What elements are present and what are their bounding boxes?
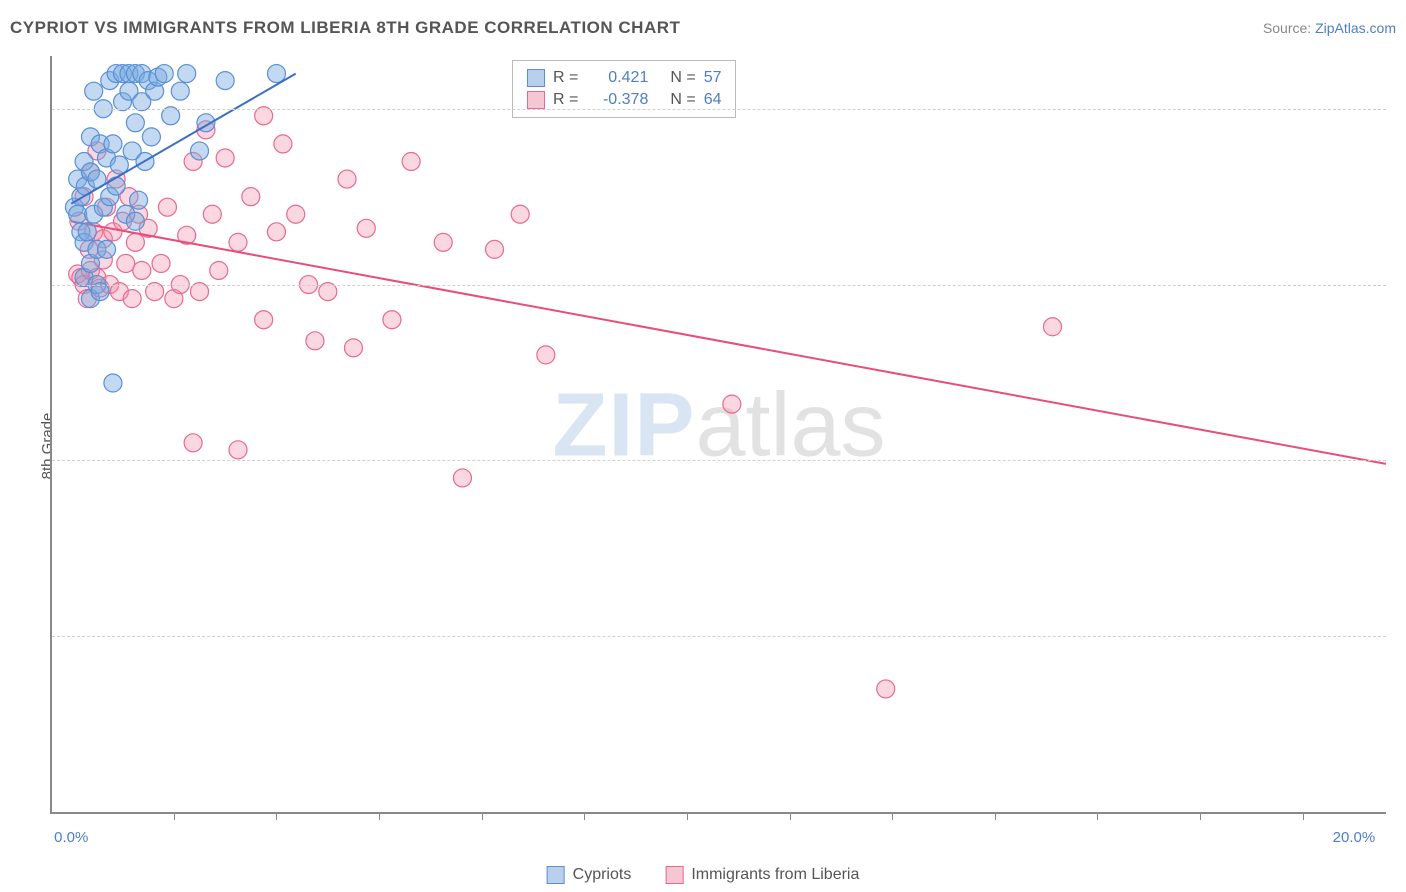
scatter-point [123, 290, 141, 308]
scatter-point [511, 205, 529, 223]
gridline-h [52, 636, 1386, 637]
scatter-point [338, 170, 356, 188]
series-legend-item: Cypriots [547, 866, 632, 884]
gridline-h [52, 109, 1386, 110]
x-tick [1097, 812, 1098, 820]
y-tick-label: 100.0% [1396, 100, 1406, 117]
scatter-point [267, 65, 285, 83]
scatter-point [402, 152, 420, 170]
scatter-point [486, 240, 504, 258]
scatter-point [98, 240, 116, 258]
scatter-point [126, 212, 144, 230]
series-legend-item: Immigrants from Liberia [665, 866, 859, 884]
y-tick-label: 95.0% [1396, 276, 1406, 293]
series-legend: Cypriots Immigrants from Liberia [547, 866, 860, 884]
scatter-point [255, 311, 273, 329]
x-tick-label: 0.0% [54, 829, 88, 846]
scatter-point [69, 205, 87, 223]
x-tick [1200, 812, 1201, 820]
y-tick-label: 90.0% [1396, 452, 1406, 469]
scatter-point [184, 434, 202, 452]
scatter-point [1044, 318, 1062, 336]
scatter-point [126, 233, 144, 251]
gridline-h [52, 285, 1386, 286]
scatter-point [203, 205, 221, 223]
x-tick [892, 812, 893, 820]
r-label: R = [553, 69, 578, 87]
scatter-point [537, 346, 555, 364]
scatter-point [130, 191, 148, 209]
legend-swatch [527, 91, 545, 109]
series-legend-label: Cypriots [573, 866, 632, 884]
r-value: 0.421 [586, 69, 648, 87]
gridline-h [52, 460, 1386, 461]
scatter-point [117, 254, 135, 272]
scatter-point [126, 114, 144, 132]
n-value: 64 [704, 91, 722, 109]
y-tick-label: 85.0% [1396, 628, 1406, 645]
legend-swatch [665, 866, 683, 884]
source-prefix: Source: [1263, 20, 1315, 36]
scatter-point [287, 205, 305, 223]
x-tick [1303, 812, 1304, 820]
legend-swatch [547, 866, 565, 884]
scatter-point [242, 188, 260, 206]
legend-row: R = -0.378 N = 64 [527, 89, 721, 111]
scatter-point [306, 332, 324, 350]
x-tick [379, 812, 380, 820]
scatter-point [158, 198, 176, 216]
scatter-point [104, 135, 122, 153]
x-tick [995, 812, 996, 820]
chart-source: Source: ZipAtlas.com [1263, 20, 1396, 36]
scatter-point [229, 233, 247, 251]
scatter-point [723, 395, 741, 413]
chart-title: CYPRIOT VS IMMIGRANTS FROM LIBERIA 8TH G… [10, 18, 680, 38]
scatter-point [152, 254, 170, 272]
x-tick-label: 20.0% [1333, 829, 1376, 846]
scatter-point [216, 72, 234, 90]
scatter-point [78, 223, 96, 241]
scatter-point [267, 223, 285, 241]
scatter-point [171, 82, 189, 100]
scatter-point [229, 441, 247, 459]
scatter-point [142, 128, 160, 146]
n-label: N = [670, 69, 695, 87]
scatter-plot [52, 56, 1386, 812]
x-tick [482, 812, 483, 820]
legend-swatch [527, 69, 545, 87]
trend-line [71, 221, 1386, 464]
r-label: R = [553, 91, 578, 109]
scatter-point [210, 261, 228, 279]
scatter-point [274, 135, 292, 153]
scatter-point [191, 142, 209, 160]
chart-header: CYPRIOT VS IMMIGRANTS FROM LIBERIA 8TH G… [10, 18, 1396, 38]
x-tick [174, 812, 175, 820]
scatter-point [383, 311, 401, 329]
x-tick [687, 812, 688, 820]
source-link[interactable]: ZipAtlas.com [1315, 20, 1396, 36]
x-tick [790, 812, 791, 820]
scatter-point [453, 469, 471, 487]
scatter-point [357, 219, 375, 237]
x-tick [276, 812, 277, 820]
series-legend-label: Immigrants from Liberia [691, 866, 859, 884]
scatter-point [133, 261, 151, 279]
x-tick [584, 812, 585, 820]
scatter-point [85, 82, 103, 100]
r-value: -0.378 [586, 91, 648, 109]
n-label: N = [670, 91, 695, 109]
scatter-point [344, 339, 362, 357]
scatter-point [178, 65, 196, 83]
scatter-point [107, 177, 125, 195]
scatter-point [104, 374, 122, 392]
chart-area: ZIPatlas R =0.421N =57R =-0.378N =64 85.… [50, 56, 1386, 814]
scatter-point [434, 233, 452, 251]
legend-row: R = 0.421 N = 57 [527, 67, 721, 89]
scatter-point [877, 680, 895, 698]
n-value: 57 [704, 69, 722, 87]
scatter-point [216, 149, 234, 167]
scatter-point [155, 65, 173, 83]
